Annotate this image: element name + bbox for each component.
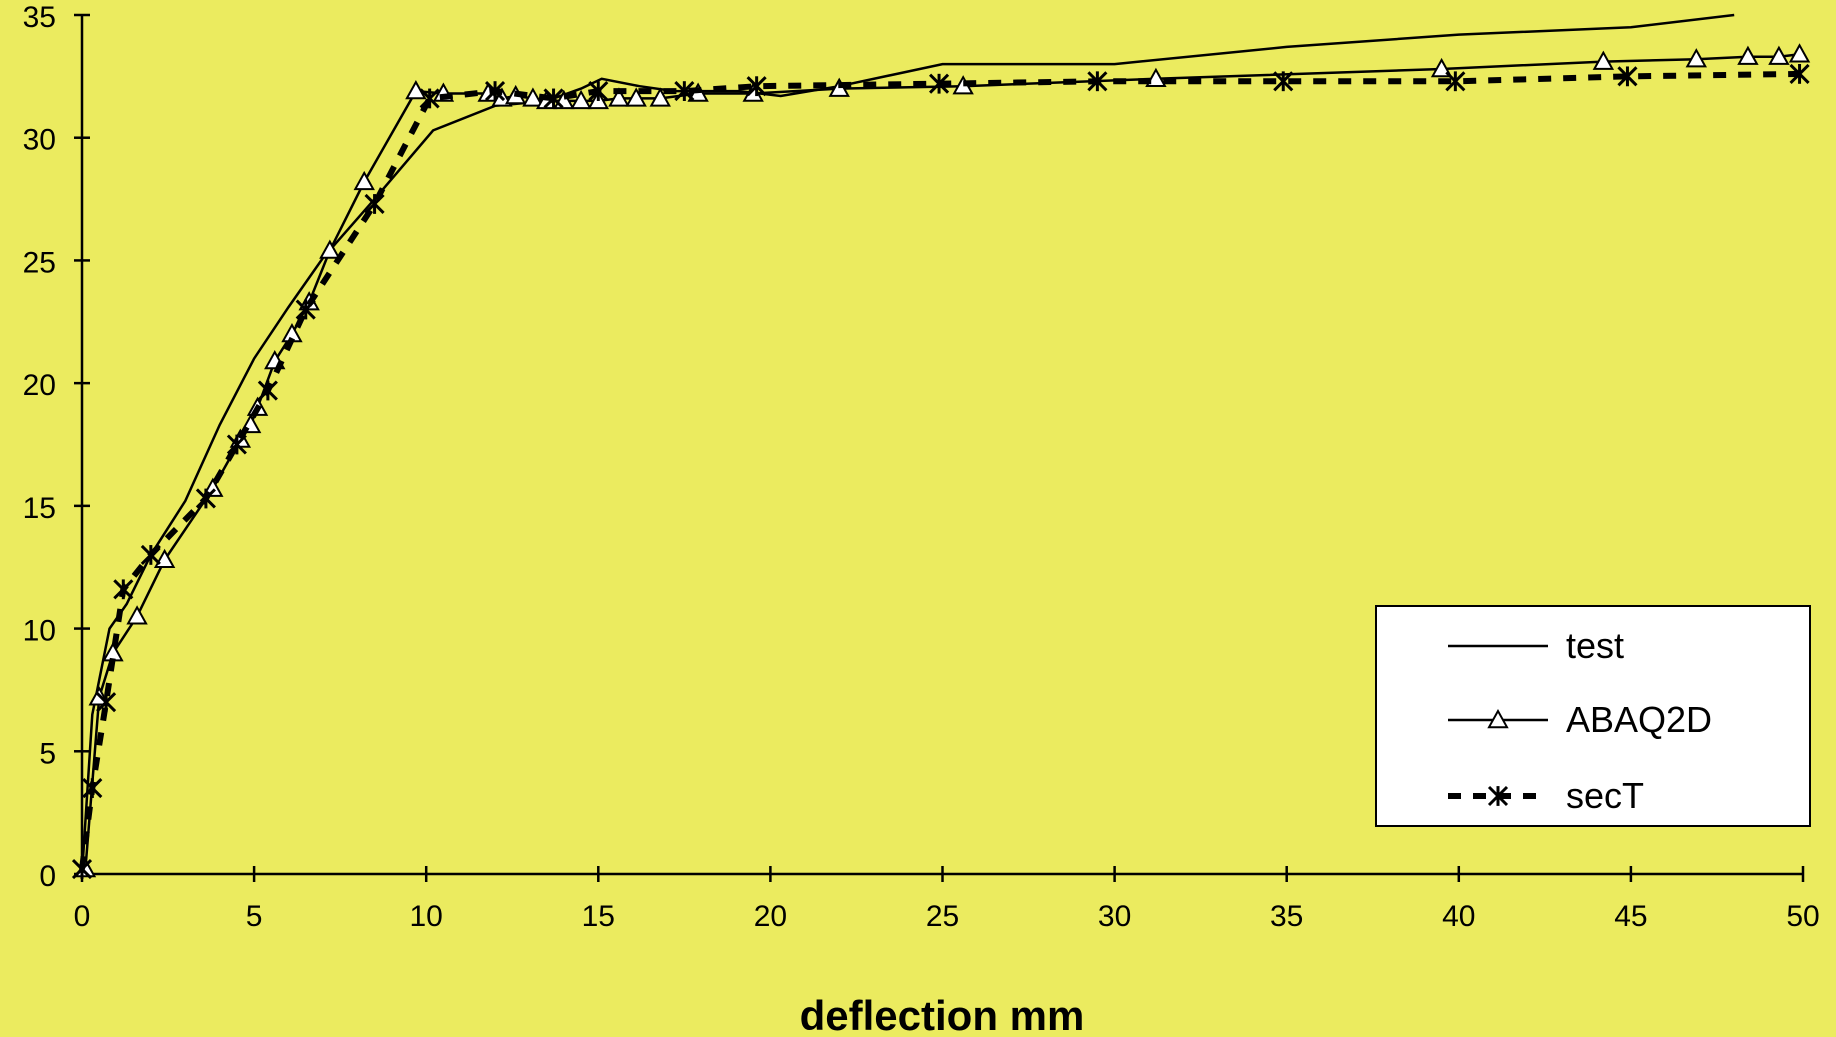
data-point (257, 380, 278, 401)
data-point (1430, 57, 1453, 78)
data-point (625, 87, 647, 107)
series-line-secT (79, 70, 1800, 870)
data-point (746, 76, 767, 97)
x-axis-title: deflection mm (800, 992, 1085, 1037)
x-tick-label: 35 (1270, 900, 1303, 933)
data-point (226, 434, 247, 455)
legend-marker-asterisk-icon (1487, 785, 1509, 807)
x-tick-label: 5 (246, 900, 263, 933)
series-layer (71, 13, 1811, 880)
data-point (1145, 67, 1167, 88)
data-point (1087, 71, 1108, 92)
data-point (1445, 71, 1466, 92)
data-point (319, 239, 341, 259)
data-point (588, 81, 609, 102)
series-secT (71, 63, 1810, 880)
data-point (484, 81, 506, 102)
x-tick-label: 40 (1442, 900, 1475, 933)
legend-box (1375, 605, 1811, 827)
y-tick-label: 20 (23, 369, 56, 402)
legend-label-test: test (1566, 625, 1624, 666)
data-point (522, 87, 544, 107)
y-tick-label: 25 (23, 246, 56, 279)
y-tick-label: 10 (23, 615, 56, 648)
legend: test ABAQ2D secT (1375, 605, 1811, 827)
y-tick-label: 15 (23, 492, 56, 525)
x-tick-label: 30 (1098, 900, 1131, 933)
data-point (113, 579, 134, 600)
y-tick-label: 35 (23, 1, 56, 34)
x-tick-label: 45 (1614, 900, 1647, 933)
x-tick-label: 15 (582, 900, 615, 933)
data-point (96, 692, 117, 713)
data-point (353, 170, 375, 191)
data-point (71, 859, 93, 880)
y-tick-label: 5 (39, 737, 56, 770)
data-point (1737, 45, 1759, 65)
data-point (195, 488, 216, 509)
x-tick-label: 20 (754, 900, 787, 933)
data-point (1592, 50, 1615, 70)
data-point (419, 88, 440, 109)
y-tick-label: 30 (23, 124, 56, 157)
data-point (1617, 66, 1638, 87)
data-point (570, 89, 592, 110)
data-point (649, 87, 671, 107)
data-point (1788, 43, 1811, 63)
legend-label-secT: secT (1566, 775, 1644, 816)
x-tick-label: 25 (926, 900, 959, 933)
data-point (608, 87, 630, 107)
legend-label-ABAQ2D: ABAQ2D (1566, 699, 1712, 740)
y-tick-label: 0 (39, 860, 56, 893)
data-point (543, 88, 564, 109)
data-point (295, 299, 316, 320)
data-point (364, 193, 385, 215)
x-tick-label: 50 (1786, 900, 1819, 933)
data-point (928, 73, 950, 94)
data-point (82, 778, 103, 799)
x-tick-label: 0 (74, 900, 91, 933)
data-point (1789, 63, 1810, 84)
legend-marker-triangle-icon (1487, 708, 1509, 729)
data-point (1273, 71, 1294, 92)
data-point (1768, 45, 1790, 65)
data-point (140, 544, 161, 566)
data-point (1685, 48, 1707, 68)
data-point (153, 548, 176, 569)
data-point (674, 81, 695, 102)
axes: 0 5 10 15 20 25 30 35 40 45 50 0 5 10 15 20 25 30 35 (23, 1, 1820, 933)
data-point (126, 605, 148, 625)
x-tick-label: 10 (410, 900, 443, 933)
